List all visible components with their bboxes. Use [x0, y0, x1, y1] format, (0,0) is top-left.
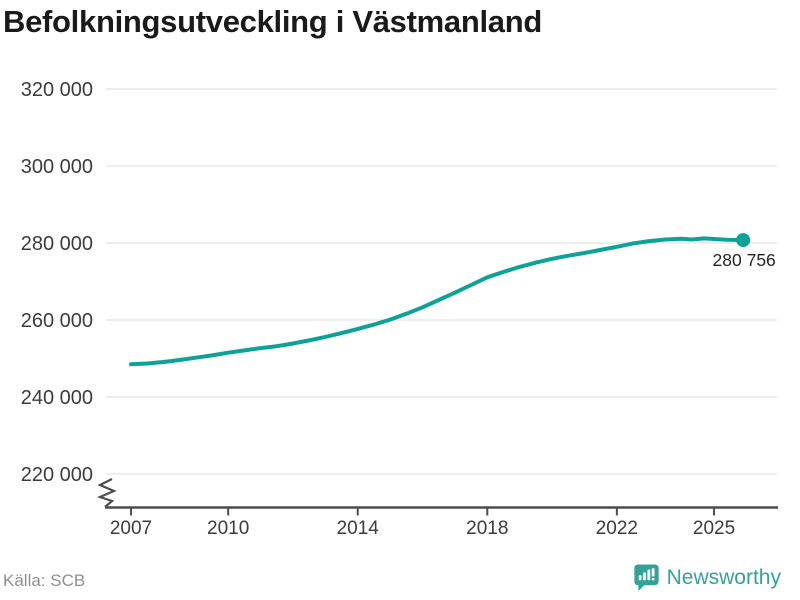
- x-tick-label: 2025: [693, 518, 735, 539]
- x-tick-label: 2010: [207, 518, 249, 539]
- brand-wordmark: Newsworthy: [666, 566, 781, 589]
- logo-bar-chart-glyph: [638, 568, 655, 581]
- x-tick-label: 2018: [466, 518, 508, 539]
- y-tick-label: 220 000: [21, 464, 93, 486]
- newsworthy-logo-icon: [633, 564, 659, 592]
- latest-value-label: 280 756: [713, 250, 776, 270]
- y-axis-break-icon: [96, 478, 117, 508]
- y-tick-label: 320 000: [21, 79, 93, 101]
- source-note: Källa: SCB: [3, 571, 86, 590]
- newsworthy-brand: Newsworthy: [633, 563, 781, 593]
- x-tick-label: 2007: [110, 518, 152, 539]
- y-tick-label: 240 000: [21, 387, 93, 409]
- x-tick-label: 2022: [596, 518, 638, 539]
- y-tick-label: 280 000: [21, 233, 93, 255]
- y-tick-label: 260 000: [21, 310, 93, 332]
- y-tick-label: 300 000: [21, 156, 93, 178]
- chart-title: Befolkningsutveckling i Västmanland: [3, 4, 543, 39]
- x-tick-label: 2014: [337, 518, 380, 539]
- logo-speech-bubble: [633, 564, 659, 592]
- population-line: [129, 236, 746, 367]
- latest-point-marker: [736, 233, 751, 248]
